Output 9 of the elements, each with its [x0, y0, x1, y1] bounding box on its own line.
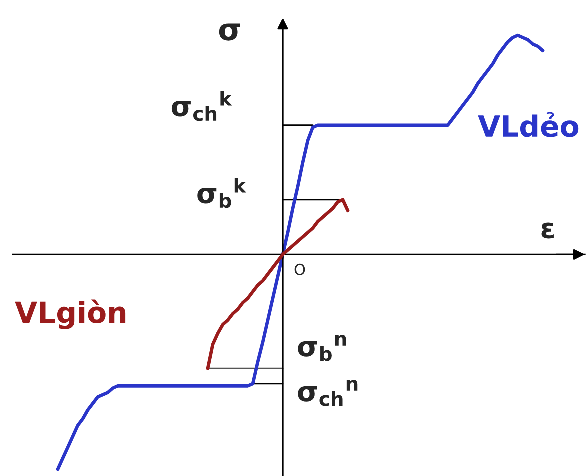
annotation: O: [294, 264, 306, 276]
annotation: σ$_{b}$$^{k}$: [198, 178, 247, 208]
y-axis-title: σ: [219, 24, 240, 41]
annotation: σ$_{ch}$$^{n}$: [298, 380, 358, 406]
text: VLgiòn: [15, 300, 126, 330]
annotation: σ$_{b}$$^{n}$: [298, 335, 346, 362]
series-label: VLdẻo: [478, 112, 579, 138]
annotation: σ$_{ch}$$^{k}$: [172, 90, 232, 122]
x-axis-title: ε: [542, 222, 554, 239]
